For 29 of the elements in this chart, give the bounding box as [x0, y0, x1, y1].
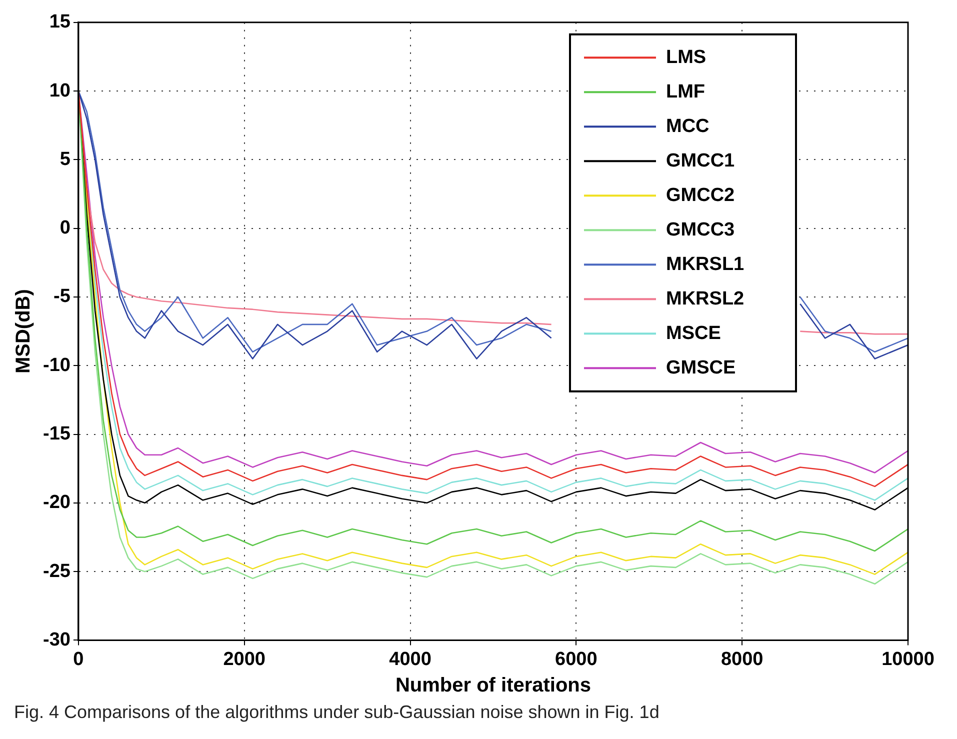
- y-tick-label: -10: [42, 354, 70, 376]
- x-tick-label: 6000: [555, 648, 598, 670]
- x-tick-label: 0: [73, 648, 84, 670]
- legend-label: GMSCE: [666, 357, 736, 378]
- x-tick-label: 2000: [223, 648, 266, 670]
- y-tick-label: -20: [42, 492, 70, 514]
- y-tick-label: 5: [60, 148, 71, 170]
- legend-label: MSCE: [666, 322, 721, 344]
- y-tick-label: -5: [54, 286, 71, 308]
- y-axis-title: MSD(dB): [12, 289, 35, 374]
- y-tick-label: -30: [42, 629, 70, 650]
- x-tick-label: 4000: [389, 648, 432, 670]
- legend-label: GMCC2: [666, 184, 735, 206]
- legend-label: LMF: [666, 81, 706, 102]
- caption: Fig. 4 Comparisons of the algorithms under sub-Gaussian noise shown in Fig. 1d: [14, 702, 660, 723]
- y-tick-label: 10: [49, 80, 70, 102]
- legend-label: GMCC1: [666, 150, 736, 172]
- x-tick-label: 10000: [882, 648, 934, 670]
- legend-label: MKRSL1: [666, 254, 745, 275]
- y-tick-label: 0: [60, 218, 70, 239]
- legend-label: MKRSL2: [666, 288, 744, 310]
- legend-label: LMS: [666, 46, 706, 68]
- y-tick-label: -25: [42, 560, 71, 582]
- x-tick-label: 8000: [720, 648, 764, 670]
- legend-label: MCC: [666, 116, 710, 137]
- x-axis-title: Number of iterations: [395, 674, 592, 697]
- y-tick-label: -15: [42, 424, 71, 444]
- y-tick-label: 15: [49, 12, 71, 33]
- legend-label: GMCC3: [666, 219, 735, 240]
